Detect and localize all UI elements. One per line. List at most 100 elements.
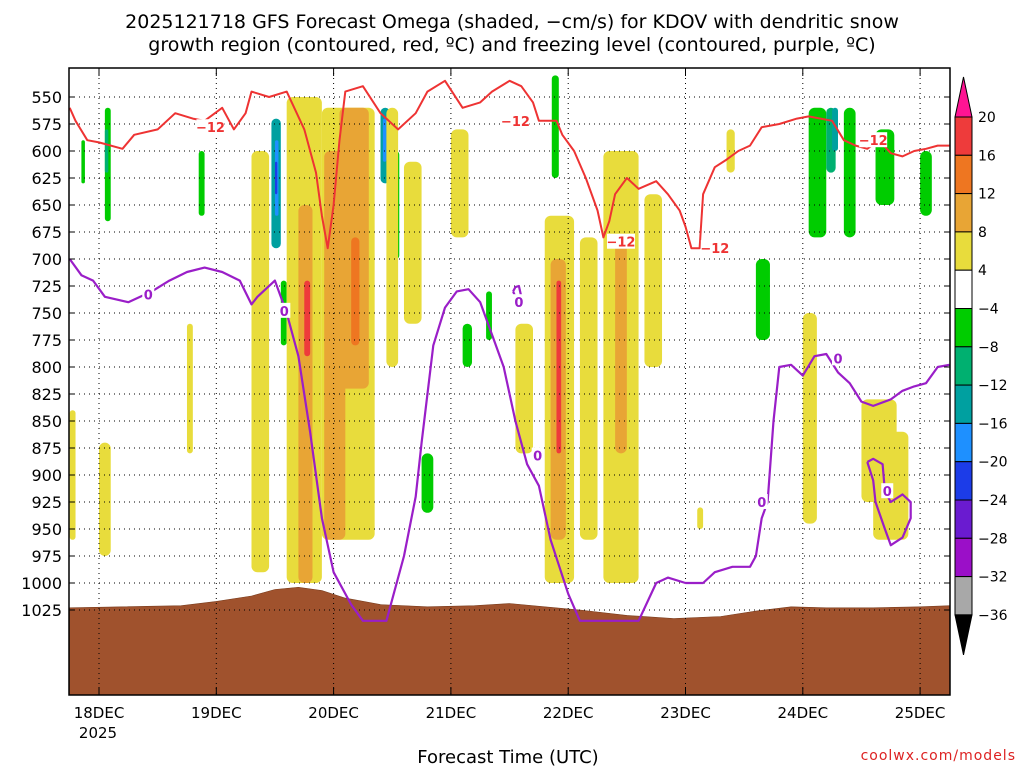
dendritic-contour-label: −12 <box>196 121 225 136</box>
dendritic-contour-label-bg <box>700 240 729 256</box>
y-tick-label: 775 <box>31 331 62 350</box>
omega-shade-cell <box>615 237 627 454</box>
omega-shade-cell <box>99 442 111 556</box>
dendritic-contour-label: −12 <box>700 242 729 257</box>
y-tick-label: 750 <box>31 304 62 323</box>
x-axis-title: Forecast Time (UTC) <box>417 747 598 768</box>
colorbar-bin <box>954 499 973 539</box>
colorbar-bin <box>954 537 973 578</box>
colorbar-bin <box>954 154 973 195</box>
y-tick-label: 625 <box>31 169 62 188</box>
colorbar-label: −12 <box>978 378 1008 394</box>
x-tick-label: 23DEC <box>660 704 711 722</box>
colorbar-bin <box>954 269 973 310</box>
omega-shade-cell <box>875 129 895 205</box>
colorbar-bin <box>954 422 973 463</box>
colorbar-label: 4 <box>978 263 987 279</box>
dendritic-contour-label-bg <box>196 119 225 135</box>
omega-shade-cell <box>755 259 770 340</box>
colorbar-bin <box>954 116 973 156</box>
x-tick-label: 19DEC <box>191 704 242 722</box>
omega-shade-cell <box>351 237 360 346</box>
omega-shade-cell <box>556 280 562 454</box>
colorbar-bin <box>954 231 973 271</box>
omega-shade-cell <box>304 280 311 357</box>
freezing-contour-label-bg <box>831 350 844 366</box>
dendritic-contour-label: −12 <box>859 134 888 149</box>
colorbar-bin <box>954 308 973 348</box>
colorbar-label: 20 <box>978 110 996 126</box>
y-tick-label: 925 <box>31 493 62 512</box>
x-tick-label: 25DEC <box>895 704 946 722</box>
y-tick-label: 975 <box>31 547 62 566</box>
colorbar-label: −4 <box>978 302 999 318</box>
omega-shade-cell <box>298 205 313 583</box>
y-tick-label: 700 <box>31 250 62 269</box>
x-tick-label: 18DEC <box>74 704 125 722</box>
y-tick-label: 900 <box>31 466 62 485</box>
freezing-contour-label: 0 <box>833 352 842 367</box>
omega-shade-cell <box>403 161 422 324</box>
colorbar-label: −16 <box>978 416 1008 432</box>
omega-shade-cell <box>920 151 932 216</box>
omega-shade-cell <box>726 129 735 173</box>
colorbar-bin <box>954 576 973 616</box>
y-tick-label: 950 <box>31 520 62 539</box>
y-tick-label: 1000 <box>21 574 62 593</box>
freezing-contour-label-bg <box>755 494 768 509</box>
x-axis: 18DEC 19DEC 20DEC 21DEC 22DEC 23DEC 24DEC 25DEC <box>74 68 946 722</box>
omega-shade-cell <box>274 161 278 195</box>
colorbar-label: −32 <box>978 570 1008 586</box>
contour-layer: −12 −12 −12 −12 −12 0 0 0 0 0 0 0 <box>69 79 950 622</box>
y-tick-label: 725 <box>31 277 62 296</box>
y-tick-label: 600 <box>31 142 62 161</box>
x-axis-year-label: 2025 <box>79 724 117 742</box>
terrain-layer <box>69 586 950 695</box>
freezing-contour-label-bg <box>512 294 525 310</box>
colorbar-label: 8 <box>978 225 987 241</box>
dendritic-contour-label: −12 <box>501 115 530 130</box>
credit-text: coolwx.com/models <box>861 748 1016 764</box>
omega-shade-cell <box>843 107 856 238</box>
omega-shade-cell <box>579 237 598 540</box>
x-tick-label: 20DEC <box>308 704 359 722</box>
dendritic-contour-label: −12 <box>606 236 635 251</box>
y-tick-label: 1025 <box>21 601 62 620</box>
freezing-level-contour-loop <box>866 457 912 547</box>
freezing-contour-label-bg <box>881 483 894 499</box>
dendritic-contour-label-bg <box>501 112 530 128</box>
omega-shade-cell <box>386 107 399 368</box>
freezing-contour-label-bg <box>278 302 291 318</box>
dendritic-contour-label-bg <box>859 132 888 148</box>
colorbar-label: −36 <box>978 608 1008 624</box>
y-tick-label: 675 <box>31 223 62 242</box>
y-tick-label: 575 <box>31 115 62 134</box>
dendritic-minus12-contour <box>69 79 950 250</box>
freezing-contour-label-bg <box>531 447 544 463</box>
omega-shade-cell <box>81 140 85 184</box>
freezing-contour-label: 0 <box>514 296 523 311</box>
chart-title-line-1: 2025121718 GFS Forecast Omega (shaded, −… <box>125 11 899 33</box>
omega-shade-cell <box>644 194 663 367</box>
omega-shade-cell <box>104 129 109 173</box>
omega-shade-cell <box>421 453 434 513</box>
colorbar-bin <box>954 193 973 233</box>
colorbar-label: 12 <box>978 187 996 203</box>
chart-title-line-2: growth region (contoured, red, ºC) and f… <box>148 34 875 56</box>
freezing-level-contour <box>69 258 950 622</box>
omega-shade-cell <box>802 313 817 524</box>
omega-shade-cell <box>186 323 193 454</box>
y-axis: 550 575 600 625 650 675 700 725 750 775 800 825 850 8… <box>21 88 950 620</box>
y-tick-label: 875 <box>31 439 62 458</box>
omega-shade-cell <box>251 151 270 573</box>
y-tick-label: 650 <box>31 196 62 215</box>
plot-frame <box>68 67 951 696</box>
colorbar: 20 16 12 8 4 −4 −8 −12 −16 −20 −24 −28 −32 −36 <box>954 76 1008 656</box>
omega-shade-cell <box>697 507 704 529</box>
grid-lines <box>69 68 950 695</box>
x-tick-label: 24DEC <box>778 704 829 722</box>
freezing-contour-label: 0 <box>144 289 153 304</box>
colorbar-bin <box>954 384 973 424</box>
y-tick-label: 800 <box>31 358 62 377</box>
